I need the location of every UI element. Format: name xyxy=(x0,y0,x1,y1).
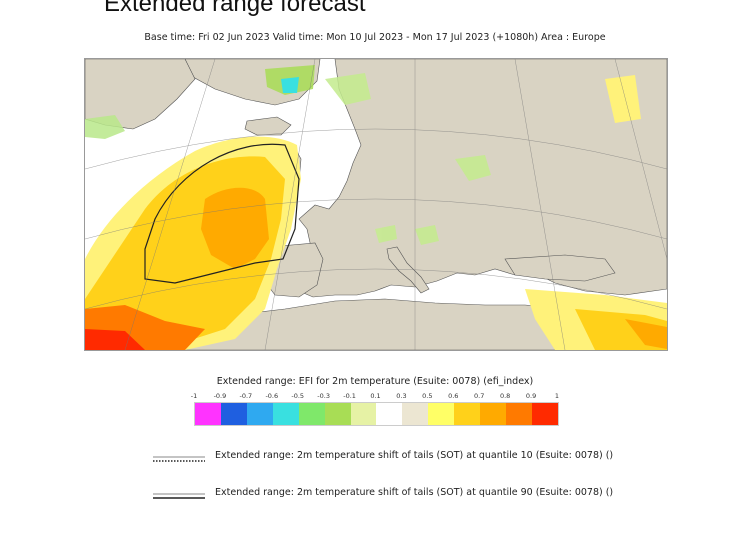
colorbar-tick-label: -0.7 xyxy=(239,392,253,400)
sot-q90-label: Extended range: 2m temperature shift of … xyxy=(215,487,614,498)
colorbar-swatch xyxy=(428,403,455,425)
colorbar-swatch xyxy=(376,403,403,425)
colorbar-tick-label: -0.1 xyxy=(343,392,356,400)
warm-anomaly-east xyxy=(525,75,667,350)
sot-q10-key: Extended range: 2m temperature shift of … xyxy=(153,450,613,466)
sot-q90-key: Extended range: 2m temperature shift of … xyxy=(153,487,613,503)
efi-map xyxy=(84,58,668,351)
colorbar-swatch xyxy=(298,403,325,425)
colorbar-tick-label: 0.3 xyxy=(396,392,407,400)
colorbar-tick-labels: -1 -0.9 -0.7 -0.6 -0.5 -0.3 -0.1 0.1 0.3 0.5 0.6 0.… xyxy=(190,392,560,402)
dotted-line-sample xyxy=(153,456,205,462)
colorbar-swatch xyxy=(480,403,507,425)
colorbar-tick-label: 1 xyxy=(554,392,560,400)
warm-anomaly-atlantic xyxy=(85,136,301,350)
colorbar-tick-label: 0.6 xyxy=(448,392,459,400)
colorbar-tick-label: 0.1 xyxy=(370,392,381,400)
colorbar-tick-label: -0.3 xyxy=(317,392,330,400)
colorbar-swatch xyxy=(272,403,299,425)
graticule xyxy=(85,59,667,350)
colorbar xyxy=(194,402,559,426)
colorbar-tick-label: -1 xyxy=(190,392,198,400)
colorbar-swatch xyxy=(402,403,429,425)
colorbar-swatch xyxy=(531,403,558,425)
colorbar-tick-label: 0.5 xyxy=(422,392,433,400)
cold-pocket xyxy=(281,77,299,93)
colorbar-tick-label: 0.8 xyxy=(499,392,511,400)
colorbar-swatch xyxy=(324,403,351,425)
colorbar-swatch xyxy=(195,403,221,425)
solid-line-sample xyxy=(153,493,205,499)
sot-q10-label: Extended range: 2m temperature shift of … xyxy=(215,450,614,461)
colorbar-swatch xyxy=(220,403,247,425)
page-title: Extended range forecast xyxy=(104,0,366,17)
colorbar-swatch xyxy=(350,403,377,425)
colorbar-tick-label: 0.7 xyxy=(474,392,485,400)
colorbar-tick-label: -0.9 xyxy=(213,392,227,400)
colorbar-swatch xyxy=(246,403,273,425)
colorbar-tick-label: -0.6 xyxy=(265,392,279,400)
forecast-subtitle: Base time: Fri 02 Jun 2023 Valid time: M… xyxy=(144,32,606,43)
colorbar-tick-label: 0.9 xyxy=(525,392,537,400)
colorbar-swatch xyxy=(454,403,481,425)
legend-title: Extended range: EFI for 2m temperature (… xyxy=(216,376,534,387)
colorbar-swatch xyxy=(506,403,532,425)
colorbar-tick-label: -0.5 xyxy=(291,392,305,400)
sot-q90-contour xyxy=(144,143,300,284)
